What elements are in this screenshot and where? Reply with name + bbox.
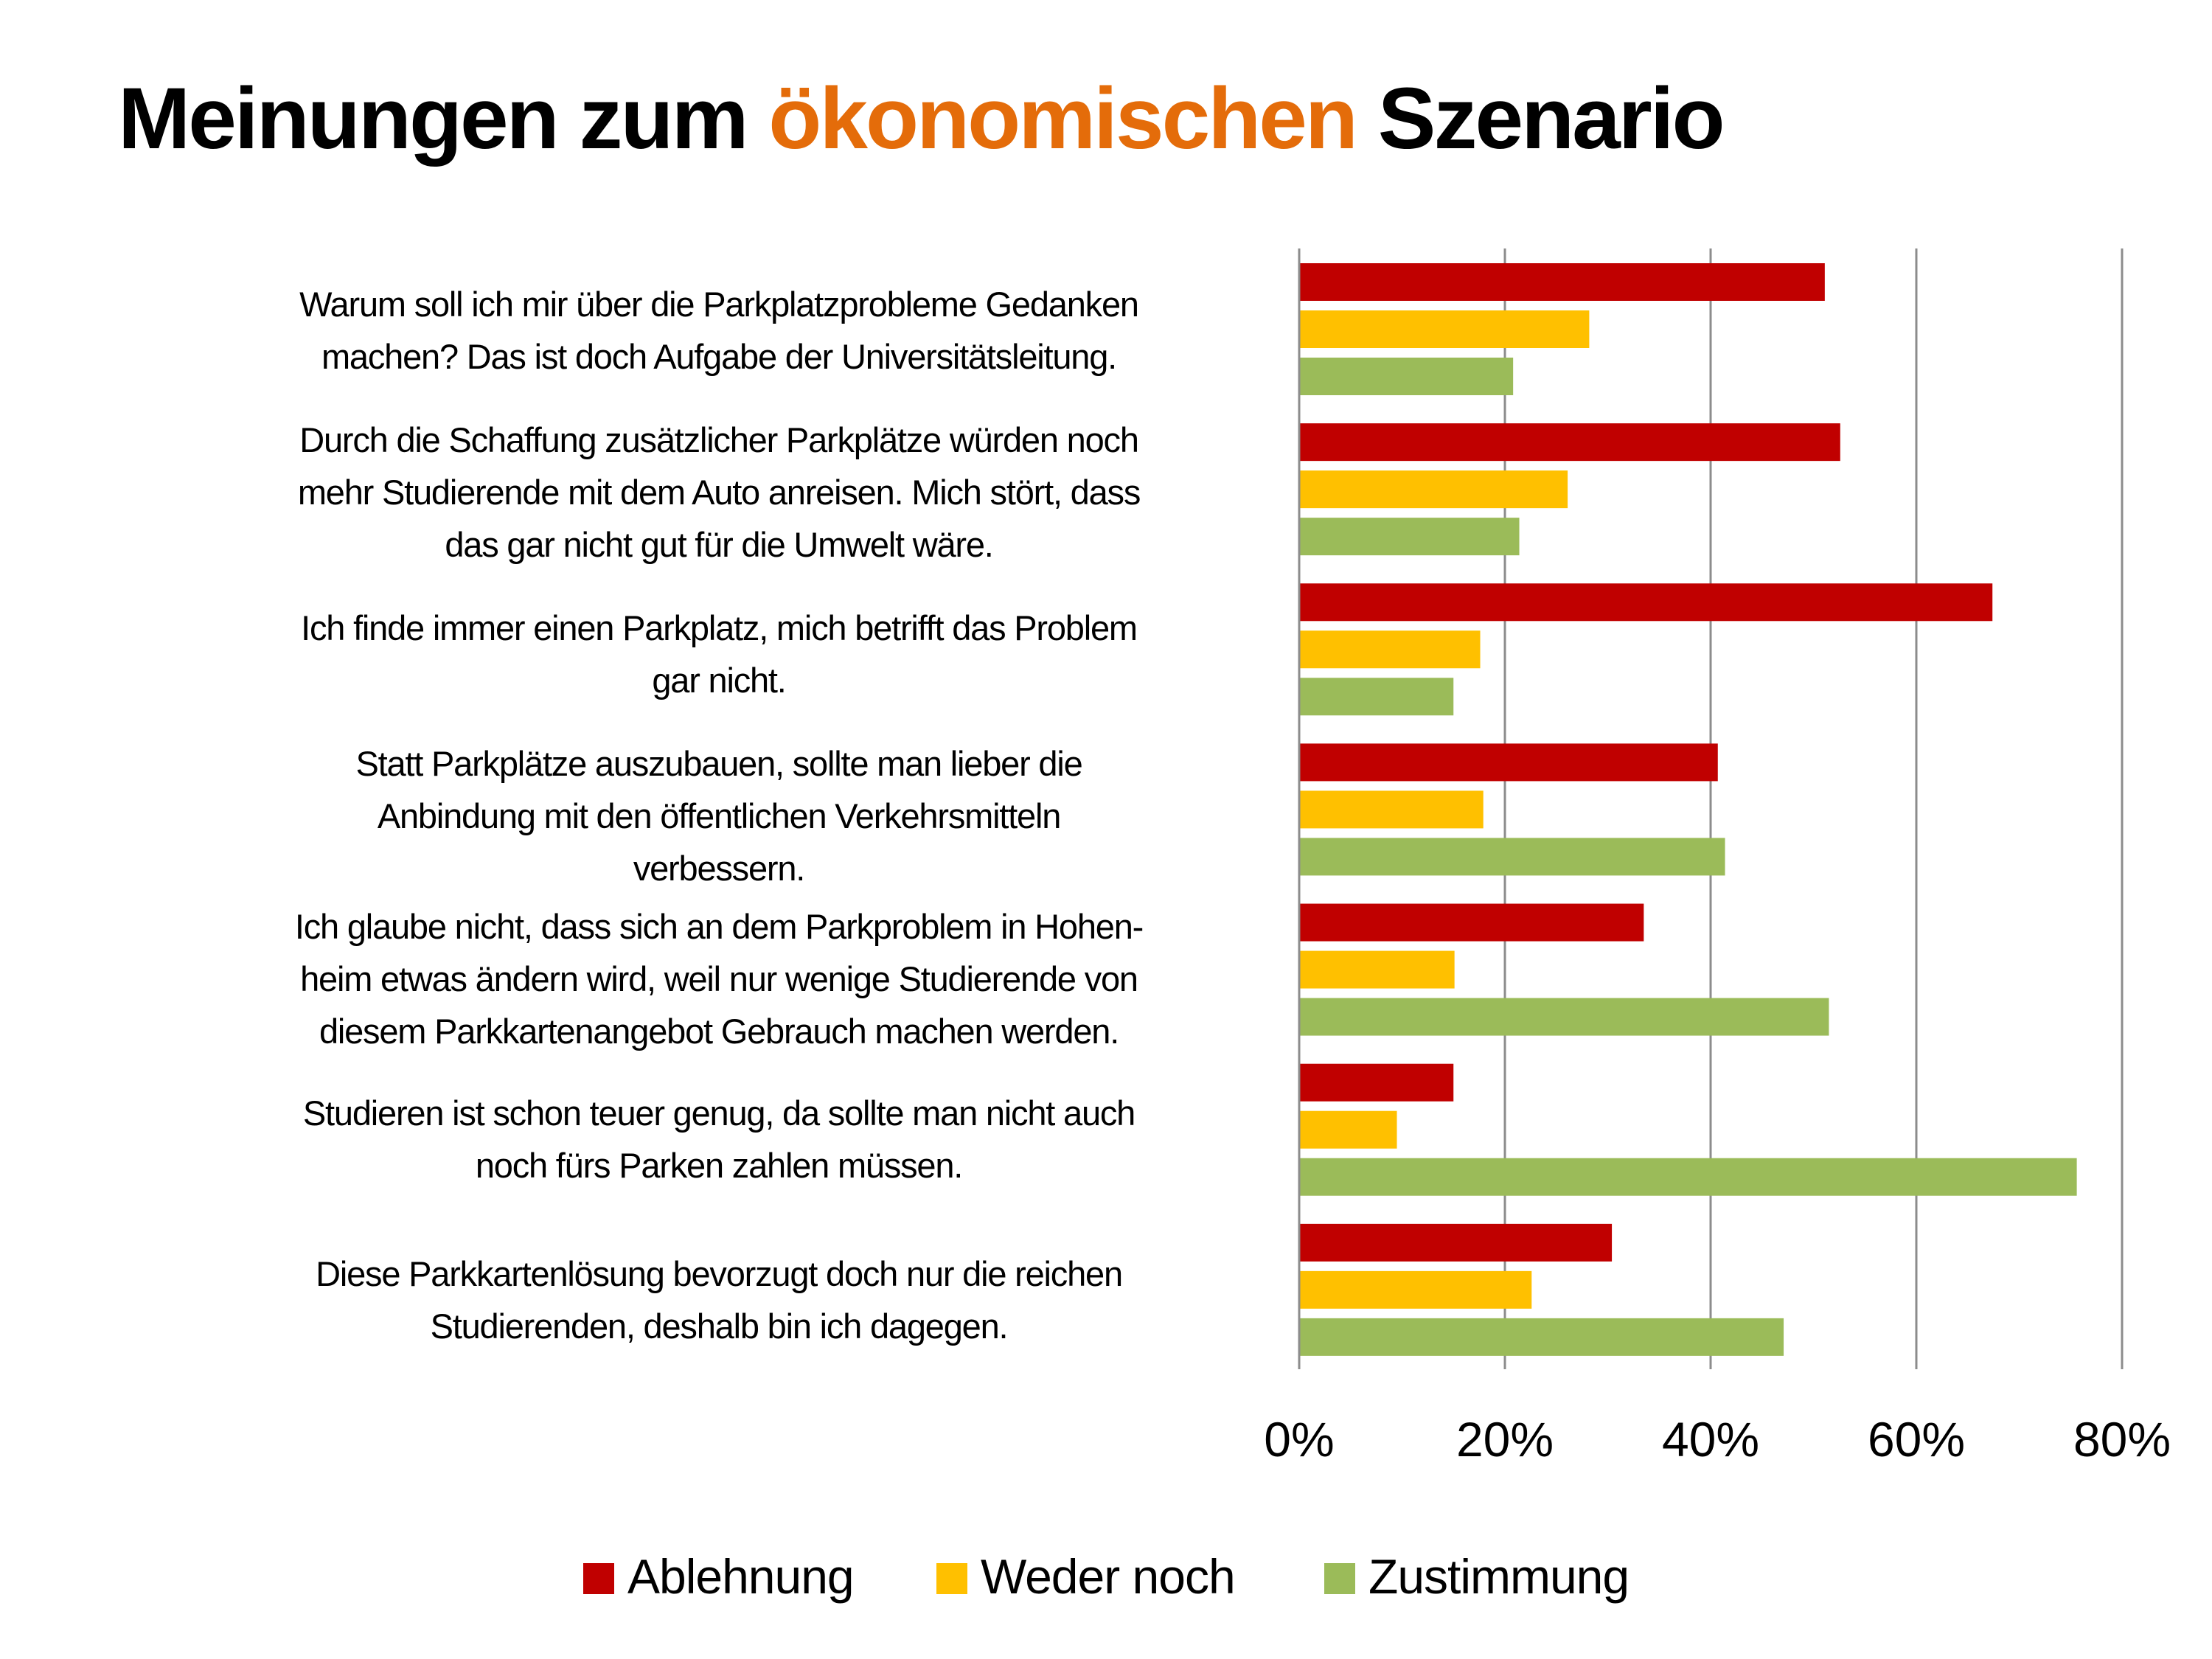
category-label-line: Studierenden, deshalb bin ich dagegen.	[430, 1307, 1009, 1346]
x-tick-label: 60%	[1868, 1412, 1965, 1467]
category-label-line: Statt Parkplätze auszubauen, sollte man …	[355, 743, 1082, 783]
legend-swatch	[583, 1563, 614, 1594]
chart-title: Meinungen zum ökonomischen Szenario	[118, 70, 1725, 167]
category-label: Diese Parkkartenlösung bevorzugt doch nu…	[166, 1248, 1272, 1352]
bar-ablehnung	[1300, 423, 1840, 462]
category-label: Statt Parkplätze auszubauen, sollte man …	[166, 737, 1272, 894]
bar-weder-noch	[1300, 310, 1590, 348]
x-tick-label: 20%	[1456, 1412, 1554, 1467]
category-label-line: Durch die Schaffung zusätzlicher Parkplä…	[299, 420, 1139, 459]
category-label-line: Warum soll ich mir über die Parkplatzpro…	[299, 285, 1139, 324]
title-accent-word: ökonomischen	[768, 70, 1358, 167]
bar-ablehnung	[1300, 1063, 1454, 1102]
category-label-line: diesem Parkkartenangebot Gebrauch machen…	[319, 1011, 1119, 1051]
legend: Ablehnung Weder noch Zustimmung	[0, 1547, 2212, 1606]
bar-zustimmung	[1300, 358, 1514, 395]
bar-zustimmung	[1300, 1318, 1784, 1356]
category-label-line: Anbindung mit den öffentlichen Verkehrsm…	[377, 796, 1062, 835]
legend-item-ablehnung: Ablehnung	[583, 1547, 855, 1606]
category-label: Studieren ist schon teuer genug, da soll…	[166, 1087, 1272, 1192]
category-label-line: verbessern.	[633, 848, 806, 888]
bars	[1300, 263, 2077, 1356]
bar-ablehnung	[1300, 583, 1993, 622]
category-label-line: machen? Das ist doch Aufgabe der Univers…	[321, 337, 1117, 376]
x-tick-label: 80%	[2073, 1412, 2171, 1467]
category-label: Ich glaube nicht, dass sich an dem Parkp…	[166, 900, 1272, 1057]
bar-weder-noch	[1300, 630, 1481, 669]
x-tick-label: 0%	[1264, 1412, 1334, 1467]
bar-ablehnung	[1300, 903, 1644, 942]
bar-weder-noch	[1300, 1110, 1397, 1149]
bar-weder-noch	[1300, 950, 1455, 989]
category-label: Durch die Schaffung zusätzlicher Parkplä…	[166, 414, 1272, 571]
bar-zustimmung	[1300, 1158, 2077, 1196]
bar-ablehnung	[1300, 1223, 1613, 1262]
bar-zustimmung	[1300, 678, 1454, 716]
legend-swatch	[1324, 1563, 1355, 1594]
category-label: Warum soll ich mir über die Parkplatzpro…	[166, 278, 1272, 383]
bar-ablehnung	[1300, 743, 1718, 782]
bar-ablehnung	[1300, 263, 1825, 301]
title-part-1: Meinungen zum	[118, 70, 769, 167]
category-label-line: gar nicht.	[652, 661, 787, 700]
category-label-line: Ich finde immer einen Parkplatz, mich be…	[301, 608, 1138, 647]
category-label-line: heim etwas ändern wird, weil nur wenige …	[300, 959, 1138, 998]
bar-zustimmung	[1300, 518, 1520, 556]
legend-item-zustimmung: Zustimmung	[1324, 1547, 1630, 1606]
category-label-line: das gar nicht gut für die Umwelt wäre.	[445, 524, 994, 564]
bar-zustimmung	[1300, 838, 1725, 876]
legend-item-weder-noch: Weder noch	[936, 1547, 1236, 1606]
category-label-line: Ich glaube nicht, dass sich an dem Parkp…	[294, 906, 1144, 946]
bar-weder-noch	[1300, 790, 1484, 829]
x-tick-label: 40%	[1662, 1412, 1759, 1467]
legend-label: Zustimmung	[1368, 1549, 1630, 1604]
bar-zustimmung	[1300, 998, 1829, 1036]
bar-weder-noch	[1300, 1270, 1532, 1309]
category-label-line: noch fürs Parken zahlen müssen.	[475, 1146, 964, 1185]
bar-weder-noch	[1300, 470, 1568, 509]
category-label-line: Studieren ist schon teuer genug, da soll…	[302, 1093, 1135, 1133]
legend-swatch	[936, 1563, 967, 1594]
category-label-line: Diese Parkkartenlösung bevorzugt doch nu…	[316, 1254, 1123, 1293]
category-label: Ich finde immer einen Parkplatz, mich be…	[166, 602, 1272, 706]
legend-label: Weder noch	[981, 1549, 1236, 1604]
category-label-line: mehr Studierende mit dem Auto anreisen. …	[297, 472, 1141, 512]
title-part-2: Szenario	[1355, 70, 1725, 167]
x-axis-tick-labels: 0% 20% 40% 60% 80%	[1264, 1412, 2171, 1467]
legend-label: Ablehnung	[627, 1549, 855, 1604]
